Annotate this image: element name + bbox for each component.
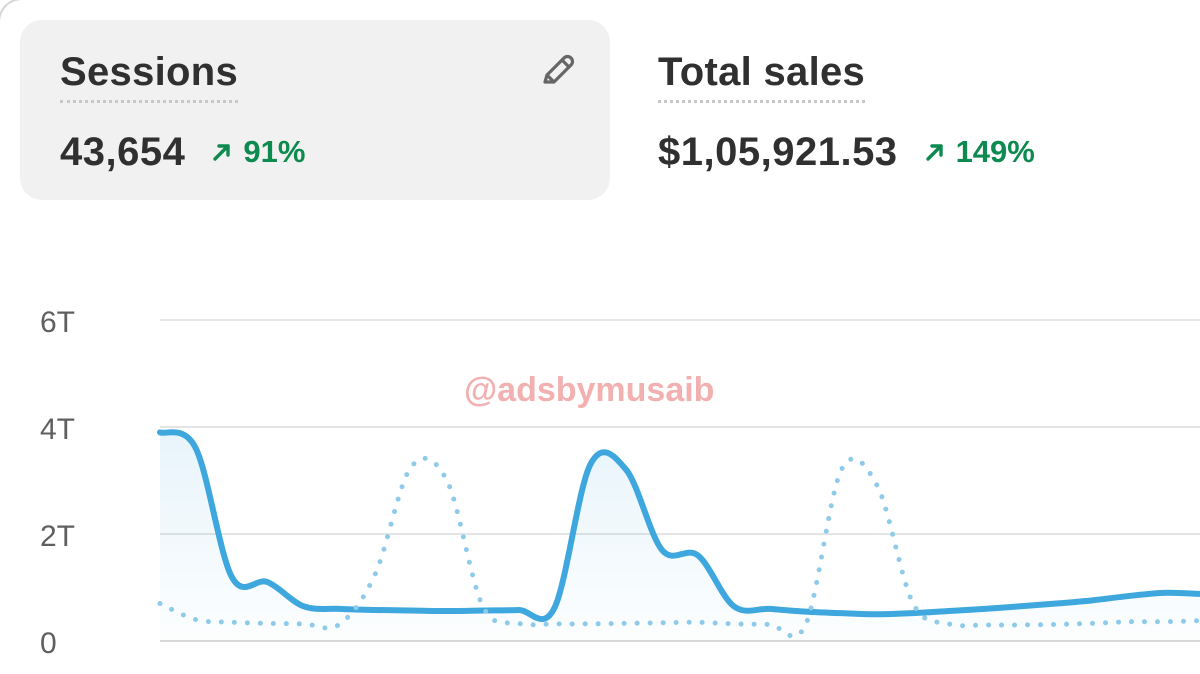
arrow-up-right-icon	[213, 144, 231, 161]
comparison-series-line	[157, 455, 1200, 639]
chart-canvas: 0 2T 4T 6T	[40, 306, 1200, 660]
y-axis-tick-label: 2T	[40, 520, 75, 553]
y-axis-tick-label: 4T	[40, 413, 75, 446]
current-series-line	[157, 429, 1200, 623]
edit-metric-button[interactable]	[534, 50, 582, 98]
panel-frame-corner	[0, 0, 28, 28]
y-axis-tick-label: 6T	[40, 306, 75, 339]
total-sales-metric-card[interactable]: Total sales $1,05,921.53 149%	[618, 20, 1178, 200]
arrow-up-right-icon	[925, 144, 943, 161]
watermark-text: @adsbymusaib	[464, 371, 715, 409]
total-sales-delta: 149%	[924, 134, 1035, 170]
sessions-metric-card[interactable]: Sessions 43,654 91%	[20, 20, 610, 200]
sessions-delta-value: 91%	[243, 134, 306, 169]
total-sales-value: $1,05,921.53	[658, 129, 898, 174]
pencil-icon	[537, 51, 579, 98]
y-axis-tick-label: 0	[40, 627, 57, 660]
sessions-value-row: 43,654 91%	[60, 128, 305, 176]
sessions-delta: 91%	[211, 134, 305, 170]
sessions-line-chart: 0 2T 4T 6T @adsbymusaib	[0, 270, 1200, 674]
current-series-area	[160, 432, 1200, 641]
sessions-metric-title[interactable]: Sessions	[60, 50, 239, 103]
sessions-value: 43,654	[60, 129, 186, 174]
total-sales-delta-value: 149%	[955, 134, 1035, 169]
total-sales-metric-title[interactable]: Total sales	[658, 50, 866, 103]
total-sales-value-row: $1,05,921.53 149%	[658, 128, 1035, 176]
